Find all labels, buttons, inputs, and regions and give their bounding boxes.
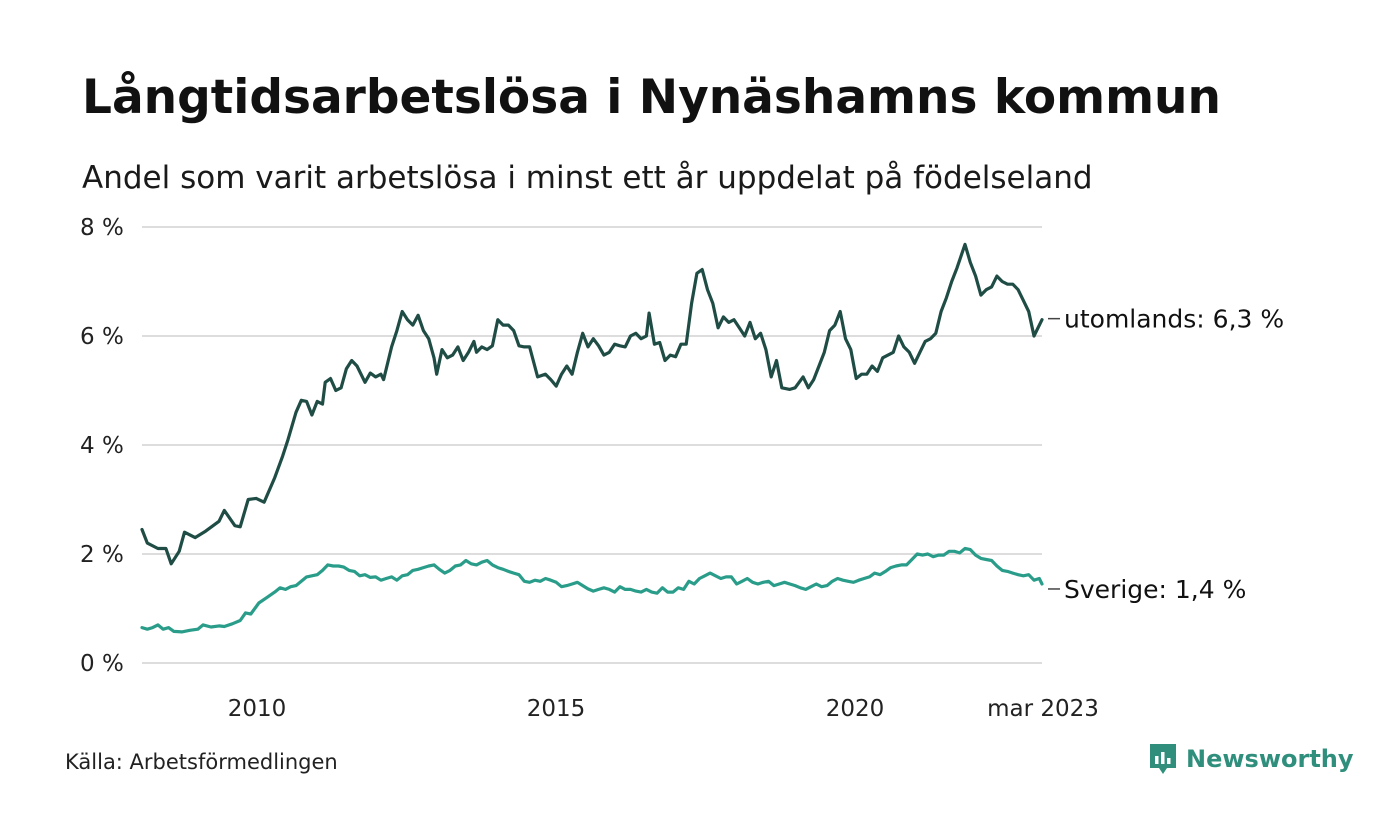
series-lines (140, 242, 1044, 634)
end-label-utomlands: utomlands: 6,3 % (1064, 305, 1284, 334)
brand-logo[interactable]: Newsworthy (1148, 742, 1354, 776)
y-tick-label: 4 % (80, 433, 124, 459)
x-tick-label: 2015 (527, 696, 586, 722)
y-tick-label: 6 % (80, 324, 124, 350)
chart-subtitle: Andel som varit arbetslösa i minst ett å… (82, 160, 1093, 196)
x-tick-label: 2010 (228, 696, 287, 722)
x-tick-label: mar 2023 (987, 696, 1099, 722)
brand-name: Newsworthy (1186, 745, 1354, 773)
newsworthy-logo-icon (1150, 744, 1176, 774)
y-tick-label: 0 % (80, 651, 124, 677)
series-end-labels: utomlands: 6,3 % Sverige: 1,4 % (1048, 305, 1284, 604)
x-axis-ticks: 2010 2015 2020 mar 2023 (228, 696, 1099, 722)
end-label-sverige: Sverige: 1,4 % (1064, 575, 1246, 604)
y-axis-ticks: 0 % 2 % 4 % 6 % 8 % (80, 215, 124, 677)
series-line-sverige (140, 546, 1044, 634)
chart-title: Långtidsarbetslösa i Nynäshamns kommun (82, 70, 1221, 125)
source-note: Källa: Arbetsförmedlingen (65, 750, 338, 774)
grid-lines (142, 226, 1042, 664)
x-tick-label: 2020 (826, 696, 885, 722)
y-tick-label: 8 % (80, 215, 124, 241)
y-tick-label: 2 % (80, 542, 124, 568)
series-line-utomlands (140, 242, 1044, 566)
